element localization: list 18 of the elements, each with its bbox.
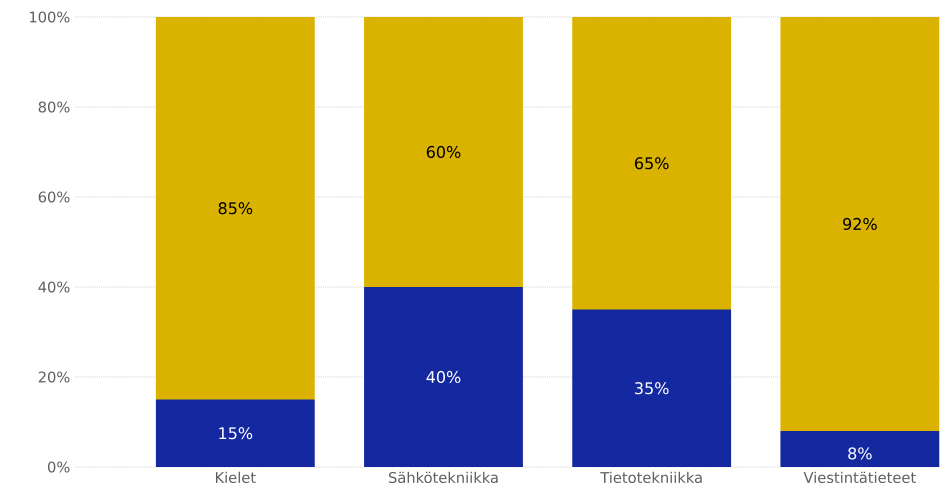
data-label: 40% (426, 370, 460, 384)
data-label: 15% (219, 427, 252, 440)
x-tick-label: Viestintätieteet (804, 472, 916, 484)
x-tick-label: Tietotekniikka (600, 472, 702, 484)
y-tick-label: 80% (38, 101, 70, 113)
y-tick-label: 40% (38, 281, 70, 293)
x-tick-label: Sähkötekniikka (388, 472, 498, 484)
y-tick-label: 100% (30, 11, 70, 23)
y-tick-label: 0% (48, 461, 70, 473)
data-label: 85% (218, 202, 252, 214)
data-label: 8% (848, 447, 872, 460)
data-label: 92% (843, 218, 877, 230)
y-tick-label: 60% (38, 191, 70, 203)
data-label: 60% (426, 146, 460, 158)
x-tick-label: Kielet (216, 472, 256, 484)
y-tick-label: 20% (38, 371, 70, 383)
data-label: 35% (635, 382, 669, 394)
data-label: 65% (634, 157, 669, 170)
